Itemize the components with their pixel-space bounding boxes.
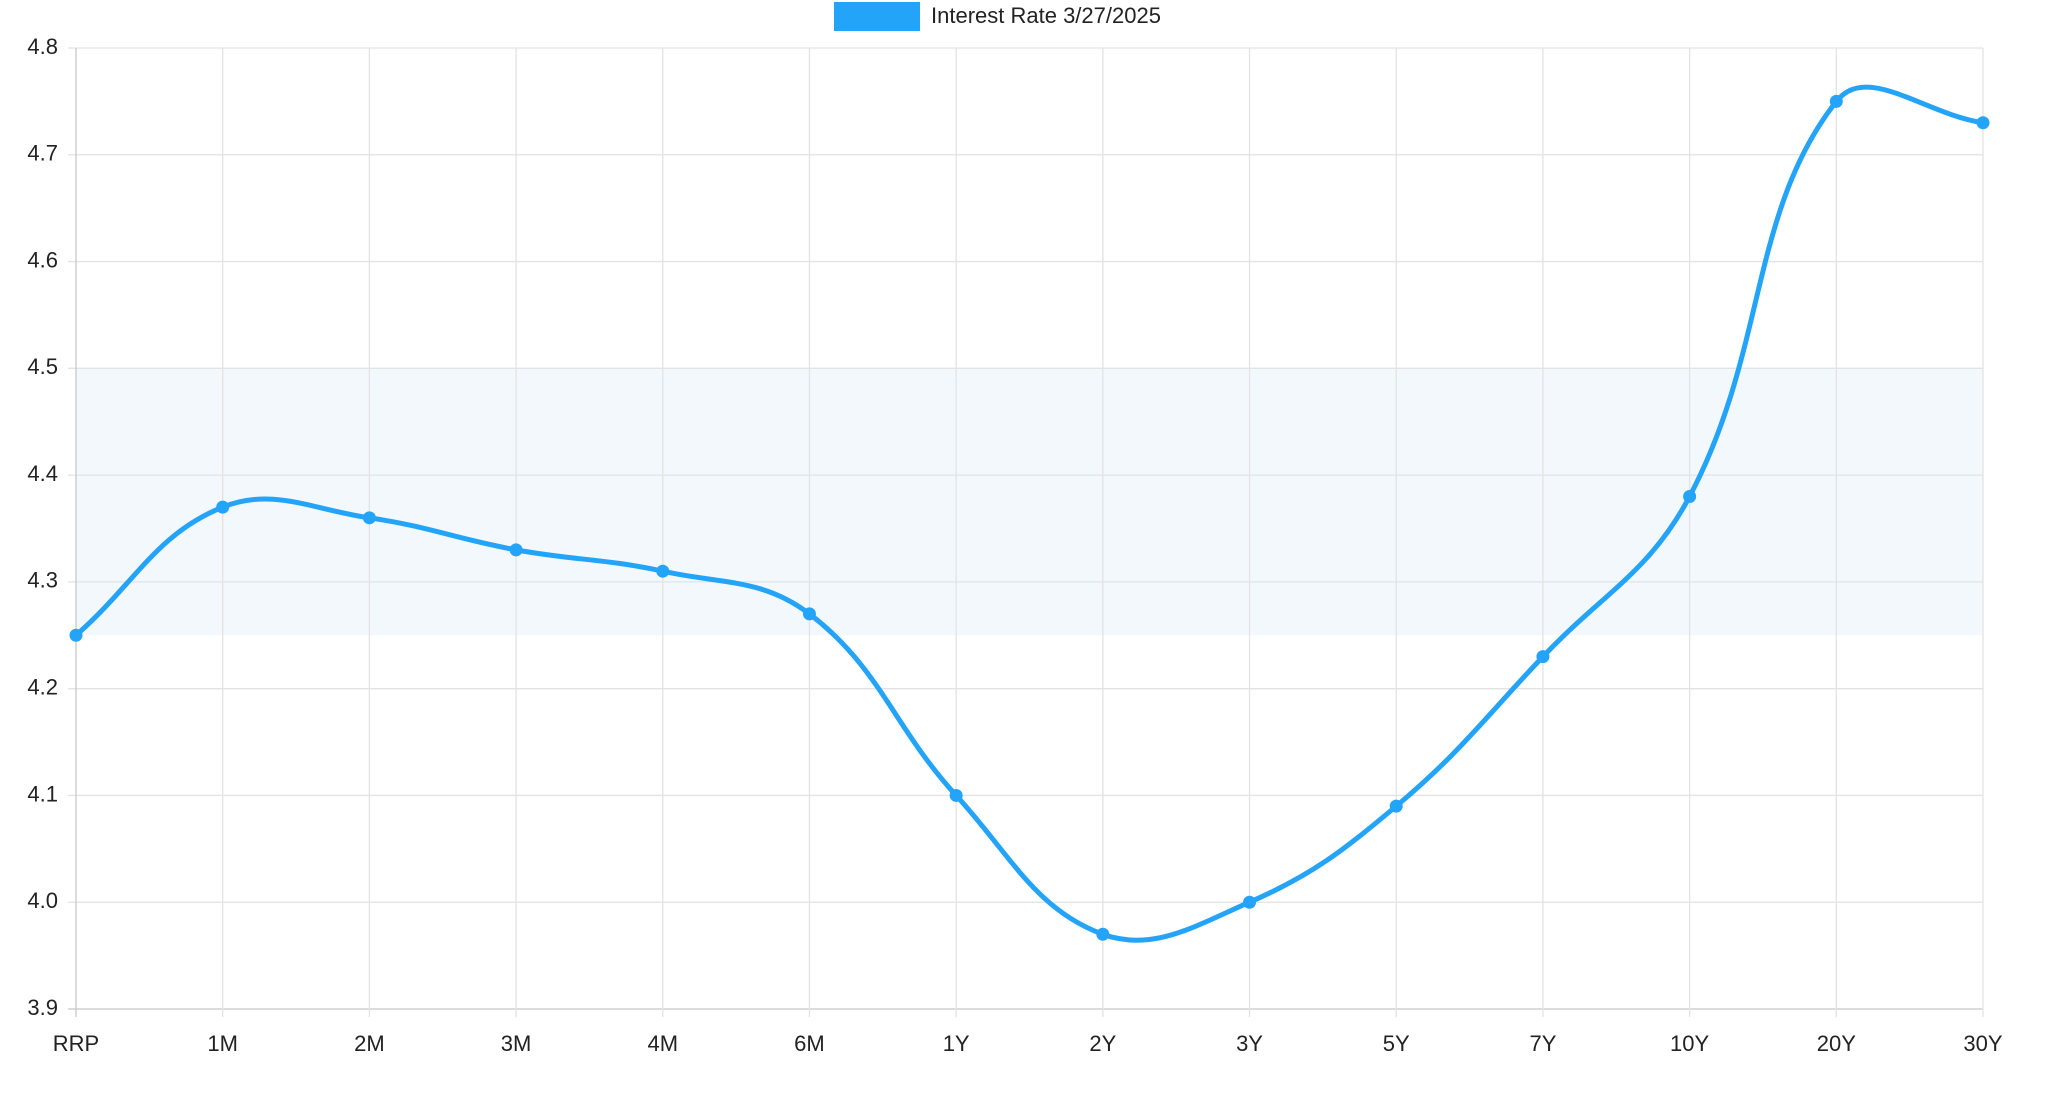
- data-point: [362, 511, 376, 525]
- y-tick-label: 4.0: [27, 888, 58, 913]
- x-tick-label: 6M: [794, 1031, 825, 1056]
- data-point: [1976, 116, 1990, 130]
- data-point: [69, 628, 83, 642]
- highlight-band: [76, 368, 1983, 636]
- data-point: [1243, 895, 1257, 909]
- y-tick-label: 4.4: [27, 461, 58, 486]
- x-tick-label: 1M: [207, 1031, 238, 1056]
- x-tick-label: 10Y: [1670, 1031, 1709, 1056]
- data-point: [1389, 799, 1403, 813]
- data-point: [802, 607, 816, 621]
- legend-label: Interest Rate 3/27/2025: [931, 3, 1161, 28]
- x-tick-label: 3M: [501, 1031, 532, 1056]
- y-tick-label: 4.7: [27, 141, 58, 166]
- x-tick-label: 3Y: [1236, 1031, 1263, 1056]
- x-tick-label: 4M: [647, 1031, 678, 1056]
- y-tick-label: 4.8: [27, 34, 58, 59]
- y-tick-label: 3.9: [27, 995, 58, 1020]
- x-tick-label: 5Y: [1383, 1031, 1410, 1056]
- data-point: [656, 564, 670, 578]
- y-tick-label: 4.2: [27, 674, 58, 699]
- x-tick-label: 20Y: [1817, 1031, 1856, 1056]
- y-tick-label: 4.6: [27, 247, 58, 272]
- y-tick-label: 4.1: [27, 781, 58, 806]
- data-point: [949, 788, 963, 802]
- x-tick-label: 1Y: [943, 1031, 970, 1056]
- x-tick-label: 7Y: [1529, 1031, 1556, 1056]
- y-tick-label: 4.3: [27, 568, 58, 593]
- x-tick-label: 30Y: [1963, 1031, 2002, 1056]
- data-point: [1829, 94, 1843, 108]
- line-series: [74, 84, 1984, 943]
- y-tick-label: 4.5: [27, 354, 58, 379]
- x-tick-label: 2Y: [1089, 1031, 1116, 1056]
- data-point: [216, 500, 230, 514]
- legend-swatch: [834, 2, 920, 31]
- data-point: [1536, 650, 1550, 664]
- data-point: [509, 543, 523, 557]
- data-point: [1683, 489, 1697, 503]
- x-tick-label: 2M: [354, 1031, 385, 1056]
- x-tick-label: RRP: [53, 1031, 99, 1056]
- data-point: [1096, 927, 1110, 941]
